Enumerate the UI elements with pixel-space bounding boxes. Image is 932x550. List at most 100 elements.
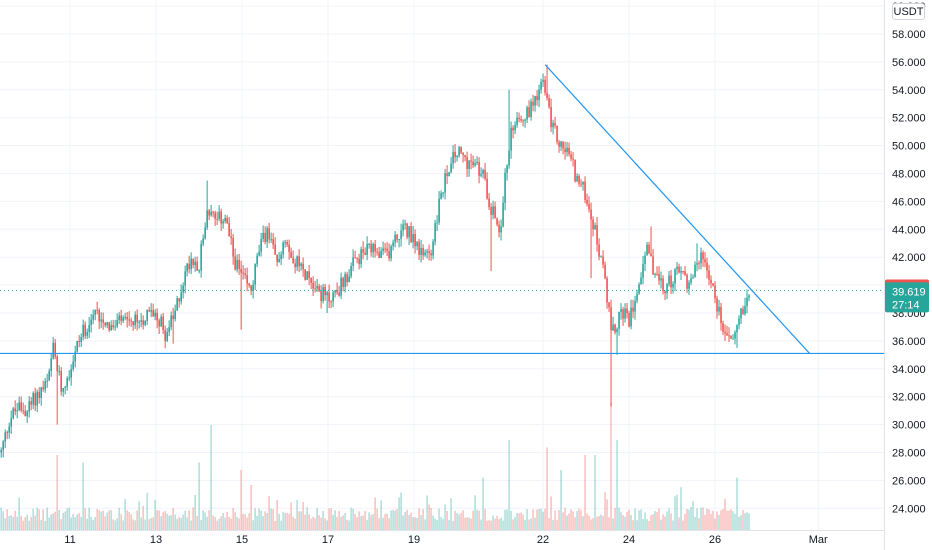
candle-body	[6, 432, 8, 434]
candle-body	[22, 410, 24, 412]
candle-body	[244, 273, 246, 276]
volume-bar	[530, 518, 532, 530]
candle-body	[458, 147, 460, 156]
volume-bar	[672, 520, 674, 530]
volume-bar	[234, 512, 236, 530]
candle-body	[266, 228, 268, 242]
volume-bar	[358, 511, 360, 530]
candle-body	[280, 254, 282, 260]
volume-bar	[438, 508, 440, 530]
candle-body	[570, 154, 572, 159]
candle-body	[738, 318, 740, 326]
volume-bar	[488, 520, 490, 530]
volume-bar	[464, 517, 466, 530]
candle-body	[410, 226, 412, 243]
volume-bar	[150, 518, 152, 530]
volume-bar	[138, 501, 140, 530]
time-axis[interactable]: 11 13 15 17 19 22 24 26 Mar	[0, 530, 884, 547]
price-axis[interactable]: 24.000 26.000 28.000 30.000 32.000 34.000 36.0…	[884, 0, 926, 550]
candle-body	[536, 95, 538, 101]
candle-body	[270, 239, 272, 241]
volume-bar	[504, 509, 506, 530]
volume-bar	[162, 512, 164, 530]
volume-bar	[86, 518, 88, 530]
candle-body	[678, 266, 680, 273]
volume-bar	[306, 507, 308, 530]
volume-bar	[442, 519, 444, 530]
candle-body	[696, 263, 698, 265]
candle-body	[506, 165, 508, 173]
volume-bar	[346, 519, 348, 530]
candle-body	[372, 244, 374, 253]
candle-body	[500, 226, 502, 233]
candle-body	[182, 285, 184, 293]
candle-body	[650, 253, 652, 257]
candle-body	[416, 241, 418, 247]
candle-body	[718, 306, 720, 312]
candle-body	[474, 162, 476, 166]
volume-bar	[716, 511, 718, 530]
candle-body	[304, 269, 306, 280]
candle-body	[136, 314, 138, 323]
candle-body	[80, 336, 82, 343]
candle-body	[362, 249, 364, 253]
volume-bar	[236, 517, 238, 530]
candle-body	[448, 172, 450, 176]
volume-bar	[366, 520, 368, 530]
candle-body	[346, 274, 348, 283]
volume-bar	[50, 514, 52, 530]
candle-body	[142, 320, 144, 325]
volume-bar	[152, 517, 154, 530]
volume-bar	[744, 513, 746, 530]
candle-body	[508, 150, 510, 166]
candle-body	[722, 323, 724, 332]
candle-body	[496, 218, 498, 225]
volume-bar	[80, 516, 82, 530]
volume-bar	[116, 518, 118, 530]
candle-body	[734, 332, 736, 339]
volume-bar	[522, 514, 524, 530]
volume-bar	[294, 518, 296, 530]
time-tick-label: 13	[150, 534, 162, 546]
volume-bar	[322, 510, 324, 530]
candle-body	[478, 161, 480, 176]
candle-body	[122, 317, 124, 321]
candle-body	[674, 269, 676, 284]
volume-bar	[342, 515, 344, 530]
candle-body	[662, 278, 664, 292]
candle-body	[698, 263, 700, 265]
volume-bar	[398, 497, 400, 530]
volume-bar	[564, 507, 566, 530]
candle-body	[730, 335, 732, 339]
candle-body	[180, 292, 182, 302]
candle-body	[610, 307, 612, 331]
volume-bar	[580, 510, 582, 530]
candle-body	[290, 251, 292, 258]
candle-body	[82, 324, 84, 337]
volume-bar	[560, 470, 562, 530]
volume-bar	[546, 447, 548, 530]
candle-body	[712, 283, 714, 286]
candle-body	[248, 283, 250, 286]
volume-bar	[466, 517, 468, 530]
volume-bar	[240, 470, 242, 530]
candle-body	[408, 226, 410, 238]
volume-bar	[316, 508, 318, 530]
candle-body	[382, 248, 384, 252]
volume-bar	[412, 517, 414, 530]
candle-body	[128, 319, 130, 321]
volume-bar	[52, 513, 54, 530]
candle-body	[292, 257, 294, 264]
volume-bar	[694, 517, 696, 530]
volume-bar	[630, 514, 632, 530]
candle-body	[302, 263, 304, 270]
volume-bar	[244, 514, 246, 530]
candle-body	[268, 228, 270, 240]
volume-bar	[538, 509, 540, 530]
volume-bar	[606, 499, 608, 530]
quote-unit-label[interactable]: USDT	[892, 3, 925, 20]
candle-body	[486, 178, 488, 199]
candle-body	[436, 222, 438, 224]
candle-body	[206, 210, 208, 228]
